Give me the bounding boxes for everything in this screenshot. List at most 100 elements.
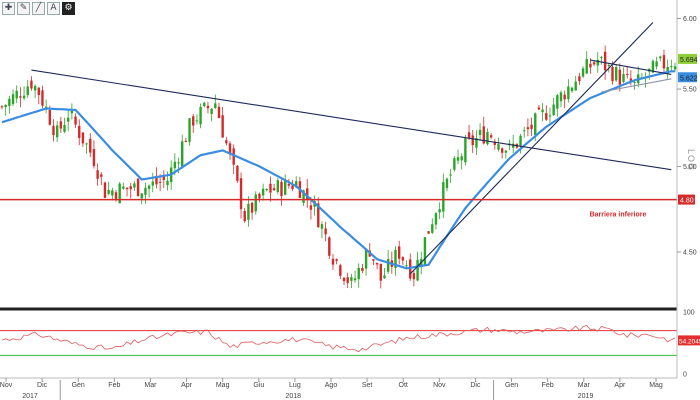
candle-body <box>353 278 357 281</box>
x-tick-label: Gen <box>72 382 85 389</box>
candle-body <box>125 187 129 190</box>
candle-body <box>423 237 427 265</box>
candle-body <box>37 87 40 96</box>
candle-body <box>181 141 184 167</box>
candle-body <box>276 180 280 192</box>
candle-body <box>478 129 482 136</box>
candle-body <box>545 113 548 120</box>
trendline-rising-support[interactable] <box>409 22 654 275</box>
candle-body <box>85 143 88 145</box>
candle-body <box>199 106 202 125</box>
candle-body <box>442 182 445 212</box>
support-value-label: 4.80 <box>680 198 694 205</box>
candle-body <box>482 126 485 144</box>
candle-body <box>66 117 70 122</box>
candle-body <box>375 262 379 265</box>
candle-body <box>295 181 298 188</box>
candle-body <box>254 194 257 212</box>
candle-body <box>33 85 37 91</box>
candle-body <box>239 178 243 210</box>
candle-body <box>655 61 658 67</box>
candle-body <box>456 157 460 161</box>
candle-body <box>489 135 493 138</box>
candle-body <box>214 103 217 109</box>
candle-body <box>26 86 29 96</box>
osc-value-badge <box>678 335 700 346</box>
candle-body <box>364 249 368 269</box>
candle-body <box>537 107 541 110</box>
candle-body <box>247 203 250 220</box>
candle-body <box>405 265 408 267</box>
candle-body <box>552 104 555 116</box>
candle-body <box>339 265 342 276</box>
candle-body <box>409 259 412 279</box>
y-tick-label: 5.50 <box>683 87 697 94</box>
candle-body <box>328 237 331 256</box>
candle-body <box>401 257 405 261</box>
trendline-channel-top[interactable] <box>590 59 672 75</box>
candle-body <box>107 190 110 194</box>
candle-body <box>147 185 151 189</box>
x-tick-label: Feb <box>108 382 120 389</box>
log-scale-label: LOG <box>686 149 696 171</box>
candle-body <box>372 259 375 261</box>
settings-icon[interactable]: ⚙ <box>62 2 75 15</box>
x-tick-label: Nov <box>433 382 446 389</box>
candle-body <box>258 193 261 199</box>
candle-body <box>500 148 504 153</box>
candle-body <box>556 95 559 109</box>
candle-body <box>361 267 364 271</box>
candle-body <box>221 115 224 138</box>
candle-body <box>192 116 195 126</box>
candle-body <box>357 267 360 280</box>
candle-body <box>383 275 386 279</box>
osc-value-label: 54.2045 <box>679 338 700 345</box>
candle-body <box>526 127 530 130</box>
candle-body <box>567 86 570 100</box>
x-tick-label: Apr <box>614 382 626 389</box>
drawing-toolbar: ✚ ✎ ╱ A ⚙ <box>2 2 75 15</box>
candle-body <box>41 90 44 106</box>
candle-body <box>78 125 81 138</box>
candle-body <box>100 174 103 177</box>
candle-body <box>471 135 474 146</box>
candle-body <box>445 178 449 189</box>
candle-body <box>136 178 140 197</box>
pencil-icon[interactable]: ✎ <box>17 2 30 15</box>
trendline-resistance[interactable] <box>31 69 672 171</box>
candle-body <box>283 179 287 195</box>
candle-body <box>493 141 496 145</box>
candle-body <box>30 80 33 89</box>
candle-body <box>111 190 114 196</box>
candle-body <box>155 175 158 185</box>
candle-body <box>541 109 544 113</box>
candle-body <box>460 156 463 161</box>
candle-body <box>662 55 666 69</box>
candle-body <box>324 228 327 235</box>
candle-body <box>394 249 397 268</box>
candle-body <box>534 113 537 135</box>
line-tool-icon[interactable]: ╱ <box>32 2 45 15</box>
candle-body <box>96 170 99 179</box>
candle-body <box>464 138 467 163</box>
candle-body <box>673 66 677 70</box>
candle-body <box>559 92 563 102</box>
candle-body <box>236 165 239 181</box>
candle-body <box>0 106 4 108</box>
candle-body <box>596 59 599 66</box>
candle-body <box>151 181 154 186</box>
crosshair-icon[interactable]: ✚ <box>2 2 15 15</box>
x-tick-label: Ott <box>399 382 408 389</box>
text-tool-icon[interactable]: A <box>47 2 60 15</box>
candle-body <box>309 205 313 210</box>
last-value-label: 5.694 <box>680 57 698 64</box>
candle-body <box>118 183 121 204</box>
candle-body <box>342 277 346 282</box>
candle-body <box>133 183 136 188</box>
candle-body <box>434 213 438 225</box>
trendline-channel-bottom[interactable] <box>601 78 672 93</box>
y-tick-label: 4.50 <box>683 249 697 256</box>
candle-body <box>519 135 522 146</box>
candle-body <box>217 106 221 119</box>
